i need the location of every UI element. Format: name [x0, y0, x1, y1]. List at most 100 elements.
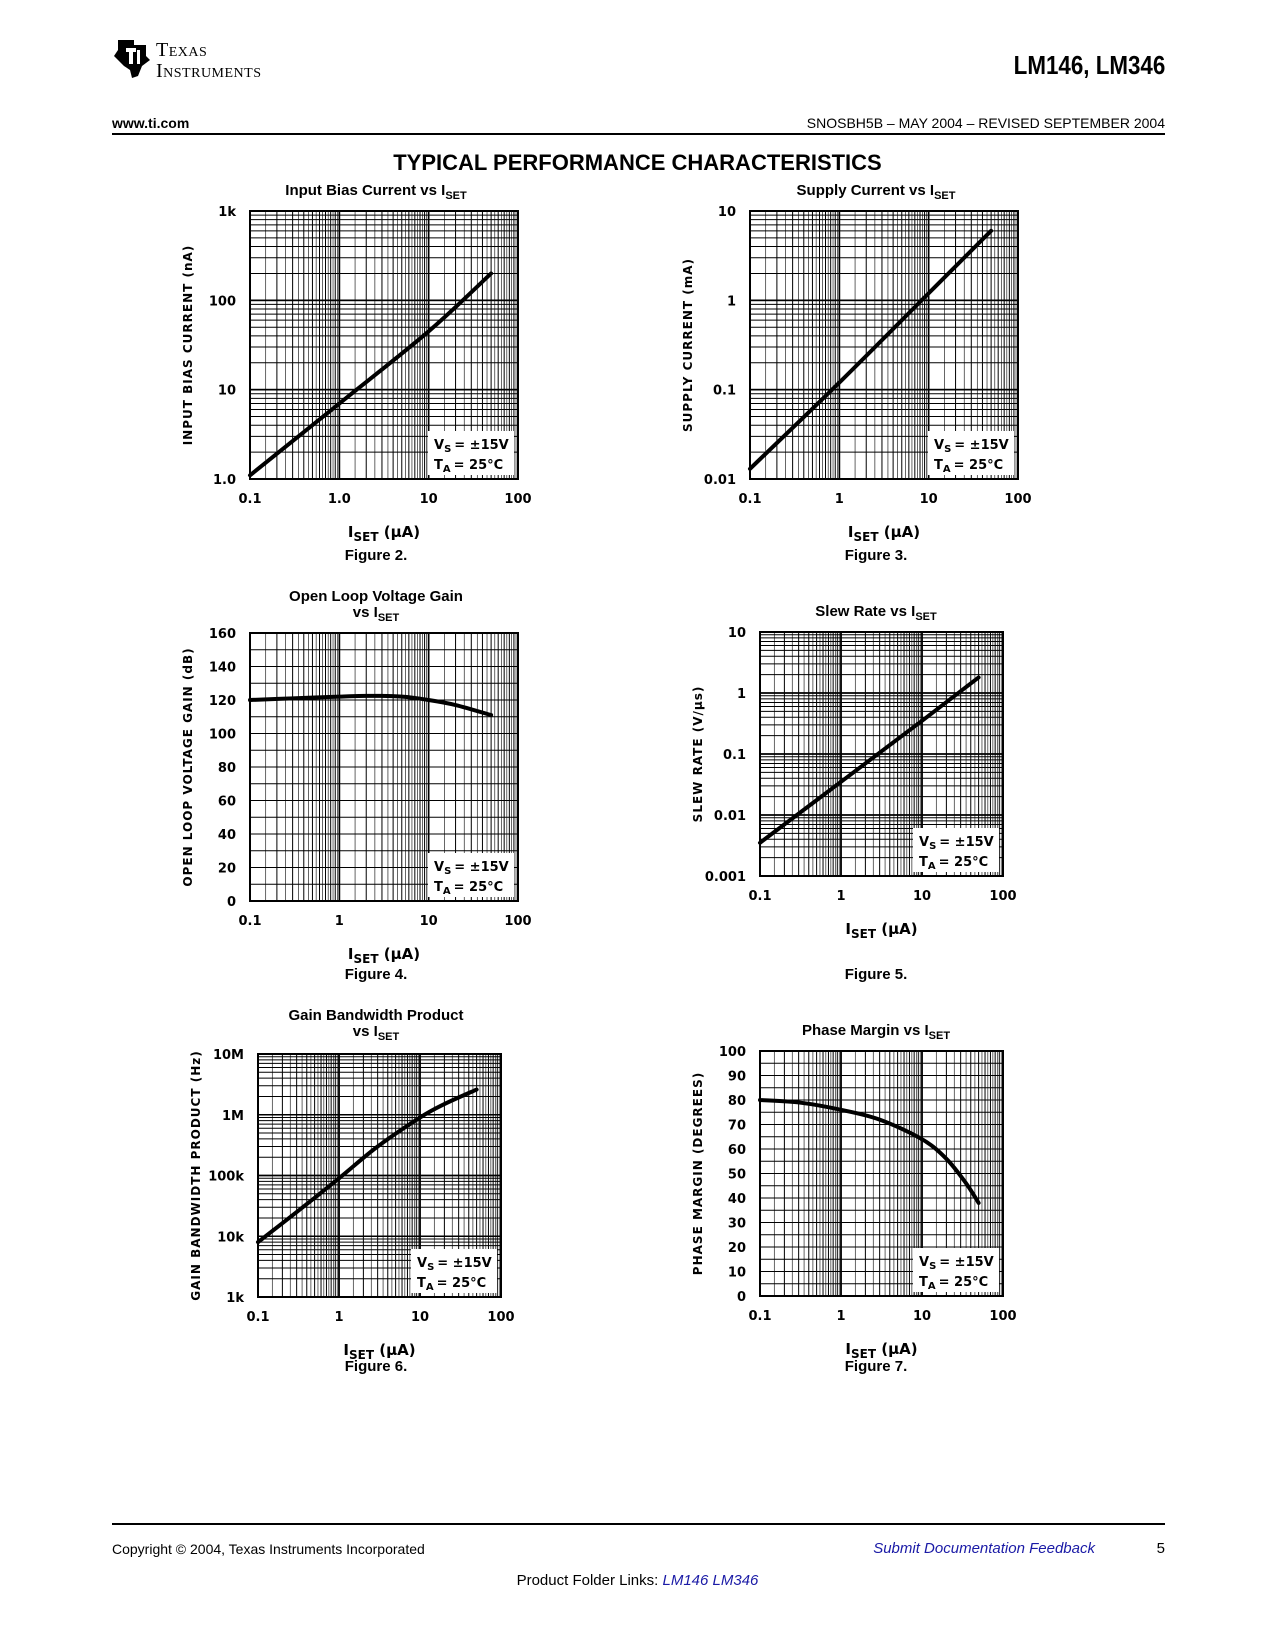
y-tick-label: 80	[218, 761, 236, 776]
x-axis-label: ISET (μA)	[845, 920, 917, 941]
x-tick-label: 1	[836, 1309, 845, 1324]
y-tick-label: 60	[218, 795, 236, 810]
chart-title-sub: SET	[445, 190, 467, 202]
annotation-box	[411, 1249, 497, 1293]
chart-title-sub: SET	[377, 612, 400, 624]
annotation-box	[913, 1248, 999, 1292]
x-tick-label: 1	[836, 889, 845, 904]
fig7-figure-label: Figure 7.	[844, 1358, 908, 1375]
fig4-series-line	[248, 693, 494, 718]
chart-title-sub: SET	[928, 1030, 951, 1042]
y-tick-label: 40	[728, 1192, 746, 1207]
fig4-chart: VS = ±15V TA = 25°C 0.1 1 10 100 0 20 40 60 80 100 120…	[181, 627, 532, 966]
y-tick-label: 20	[728, 1241, 746, 1256]
folder-link-lm146[interactable]: LM146	[662, 1572, 709, 1589]
y-tick-label: 1	[727, 294, 736, 309]
fig3-title: Supply Current vs ISET	[796, 182, 956, 203]
chart-title-sub: SET	[915, 611, 937, 623]
annotation-vs: VS = ±15V	[934, 438, 1009, 455]
y-tick-label: 0.01	[714, 809, 746, 824]
y-tick-label: 1	[737, 687, 746, 702]
chart-title-line1: Gain Bandwidth Product	[288, 1007, 464, 1024]
y-axis-label: OPEN LOOP VOLTAGE GAIN (dB)	[181, 647, 195, 886]
y-tick-label: 120	[209, 694, 236, 709]
y-tick-label: 0.1	[713, 384, 736, 399]
y-tick-label: 80	[728, 1094, 746, 1109]
fig4-figure-label: Figure 4.	[344, 966, 408, 983]
y-tick-label: 10k	[217, 1230, 244, 1245]
fig7-series-line	[758, 1098, 981, 1205]
x-tick-label: 10	[411, 1310, 429, 1325]
fig6-series-line	[256, 1087, 479, 1245]
chart-title-sub: SET	[934, 190, 956, 202]
annotation-box	[428, 853, 514, 897]
annotation-vs: VS = ±15V	[919, 1255, 994, 1272]
plot-frame	[759, 1050, 1004, 1297]
x-tick-label: 0.1	[738, 492, 761, 507]
fig5-series-line	[758, 675, 981, 845]
y-tick-label: 100	[719, 1045, 746, 1060]
footer-rule	[112, 1523, 1165, 1525]
chart-title-sub: SET	[377, 1031, 400, 1043]
annotation-box	[428, 431, 514, 475]
y-tick-label: 160	[209, 627, 236, 642]
fig5-figure-label: Figure 5.	[844, 966, 908, 983]
fig6-figure-label: Figure 6.	[344, 1358, 408, 1375]
y-tick-label: 0	[737, 1290, 746, 1305]
plot-frame	[249, 210, 519, 480]
plot-frame	[759, 631, 1004, 877]
x-tick-label: 0.1	[238, 492, 261, 507]
x-tick-label: 1	[335, 914, 344, 929]
fig4-title: Open Loop Voltage Gain vs ISET	[206, 589, 546, 626]
fig5-title: Slew Rate vs ISET	[815, 603, 937, 624]
folder-label: Product Folder Links:	[516, 1572, 659, 1589]
annotation-vs: VS = ±15V	[434, 860, 509, 877]
x-axis-label: ISET (μA)	[848, 523, 920, 544]
part-number: LM146, LM346	[1013, 50, 1165, 80]
y-tick-label: 100k	[208, 1170, 244, 1185]
company-name-line1: Texas	[156, 39, 208, 61]
website-link[interactable]: www.ti.com	[112, 115, 190, 131]
fig3-series-line	[748, 228, 994, 471]
y-tick-label: 30	[728, 1217, 746, 1232]
x-tick-label: 100	[487, 1310, 514, 1325]
y-tick-label: 100	[209, 728, 236, 743]
document-id: SNOSBH5B – MAY 2004 – REVISED SEPTEMBER …	[806, 115, 1165, 131]
y-axis-label: SLEW RATE (V/μs)	[691, 686, 705, 823]
x-tick-label: 0.1	[238, 914, 261, 929]
ti-logo-icon	[114, 40, 150, 78]
x-tick-label: 1	[334, 1310, 343, 1325]
y-tick-label: 20	[218, 862, 236, 877]
y-tick-label: 1.0	[213, 473, 236, 488]
y-tick-label: 0.01	[704, 473, 736, 488]
chart-title-line1: Open Loop Voltage Gain	[289, 588, 463, 605]
annotation-ta: TA = 25°C	[434, 458, 503, 475]
y-tick-label: 0	[227, 895, 236, 910]
annotation-box	[928, 431, 1014, 475]
y-axis-label: GAIN BANDWIDTH PRODUCT (Hz)	[189, 1050, 203, 1300]
x-tick-label: 100	[989, 889, 1016, 904]
x-tick-label: 10	[420, 914, 438, 929]
annotation-vs: VS = ±15V	[919, 835, 994, 852]
x-tick-label: 10	[920, 492, 938, 507]
folder-link-lm346[interactable]: LM346	[712, 1572, 759, 1589]
x-tick-label: 10	[913, 889, 931, 904]
fig5-chart: VS = ±15V TA = 25°C 0.1 1 10 100 0.001 0.01 0.1 1 10…	[691, 626, 1017, 941]
company-name-line2: Instruments	[156, 60, 262, 82]
y-tick-label: 10	[728, 626, 746, 641]
ti-logo: Texas Instruments	[112, 36, 312, 84]
x-tick-label: 100	[504, 914, 531, 929]
y-tick-label: 100	[209, 294, 236, 309]
feedback-link[interactable]: Submit Documentation Feedback	[873, 1540, 1095, 1557]
fig6-title: Gain Bandwidth Product vs ISET	[206, 1008, 546, 1045]
annotation-ta: TA = 25°C	[934, 458, 1003, 475]
fig6-chart: VS = ±15V TA = 25°C 0.1 1 10 100 1k 10k 100k 1M 10M G…	[189, 1048, 515, 1362]
annotation-box	[913, 828, 999, 872]
y-tick-label: 50	[728, 1168, 746, 1183]
annotation-ta: TA = 25°C	[919, 855, 988, 872]
y-tick-label: 10	[718, 205, 736, 220]
fig2-figure-label: Figure 2.	[344, 547, 408, 564]
y-tick-label: 1k	[218, 205, 236, 220]
y-tick-label: 10M	[213, 1048, 244, 1063]
annotation-vs: VS = ±15V	[417, 1256, 492, 1273]
